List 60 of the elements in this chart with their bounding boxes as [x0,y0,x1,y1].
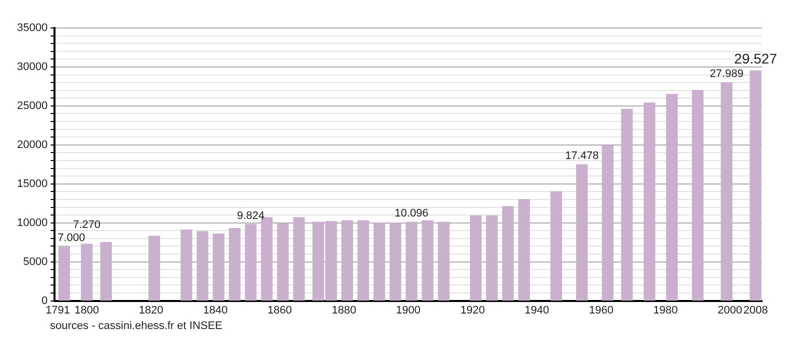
y-tick-label: 5000 [23,256,48,268]
bar [692,90,704,301]
y-tick-label: 0 [41,294,48,307]
bar [502,206,514,301]
bar [406,222,418,301]
x-tick-label: 1920 [460,304,485,316]
bar [750,70,762,301]
x-tick-label: 1880 [332,304,356,316]
data-label: 10.096 [394,208,428,220]
bar [277,223,289,301]
x-tick-label: 1791 [46,304,70,316]
y-tick-label: 25000 [16,100,48,112]
bar [180,230,192,301]
bar [341,220,354,301]
x-tick-label: 1960 [588,304,614,316]
y-tick-label: 30000 [16,61,48,74]
data-label: 27.989 [710,68,744,80]
bar [576,164,588,301]
source-note: sources - cassini.ehess.fr et INSEE [50,320,224,332]
bar [80,244,93,301]
y-tick-label: 15000 [16,178,48,190]
data-label: 17.478 [565,150,599,162]
x-tick-label: 2000 [718,304,742,316]
x-tick-label: 1820 [138,304,164,316]
bar [244,224,257,301]
bar [438,222,450,301]
bar [228,228,240,301]
data-label: 7.000 [58,232,86,244]
bar [293,217,305,301]
data-label: 7.270 [72,218,101,231]
bar [621,108,633,301]
bar [374,222,386,301]
bar [720,82,732,301]
bar [196,231,208,301]
y-tick-label: 20000 [16,138,48,151]
bar [58,246,70,301]
x-tick-label: 2008 [743,304,768,316]
data-label: 29.527 [734,50,778,67]
bar [100,242,112,301]
bar [357,220,370,301]
x-tick-label: 1840 [203,304,228,316]
y-tick-label: 35000 [16,22,48,34]
bar [422,220,434,301]
x-tick-label: 1800 [74,304,99,316]
x-tick-label: 1900 [396,304,421,316]
bar [148,236,160,301]
bar [602,145,614,301]
bar [486,216,498,301]
data-label: 9.824 [236,210,264,222]
x-tick-label: 1940 [524,304,550,316]
bar [470,216,482,301]
bar [550,191,562,301]
x-tick-label: 1980 [653,304,678,316]
bar [666,94,678,301]
bar [390,222,402,301]
bar [644,102,656,301]
bar [212,233,224,301]
y-tick-label: 10000 [16,216,48,229]
bar [518,199,530,301]
x-tick-label: 1860 [267,304,292,316]
